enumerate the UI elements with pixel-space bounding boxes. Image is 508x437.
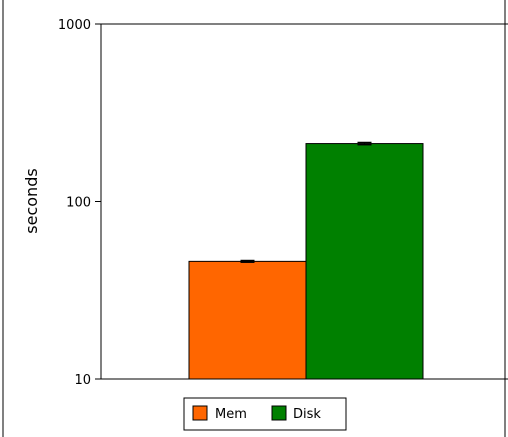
bar-disk [305,143,424,380]
y-axis-label: seconds [22,168,41,233]
y-tick-label: 1000 [58,18,91,33]
legend-label-mem: Mem [215,407,247,422]
y-tick-label: 100 [66,196,91,211]
legend: Mem Disk [183,397,347,431]
legend-box [183,397,347,431]
bars [188,141,424,380]
y-tick-label: 10 [74,373,91,388]
legend-label-disk: Disk [293,407,321,422]
bar-mem [188,260,307,380]
y-ticks: 10 100 1000 [58,18,101,388]
legend-swatch-disk [271,405,287,421]
legend-swatch-mem [192,405,208,421]
